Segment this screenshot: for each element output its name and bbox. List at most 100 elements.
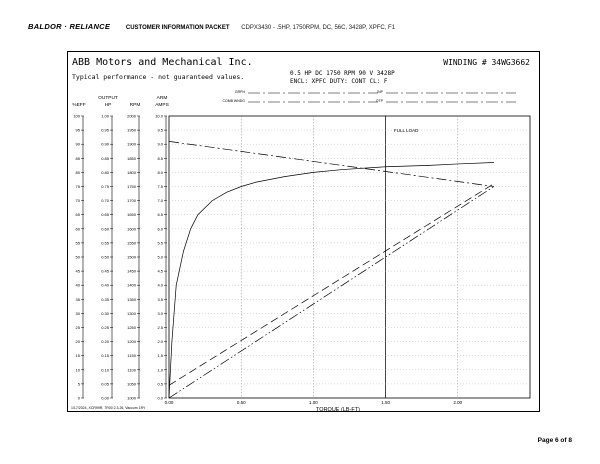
y-tick-label: 1100 [127, 367, 136, 372]
y-tick-label: 0.0 [157, 396, 163, 401]
y-tick-label: 5 [78, 381, 81, 386]
y-tick-label: 0.35 [101, 297, 110, 302]
y-tick-label: 35 [76, 297, 81, 302]
y-tick-label: 90 [76, 142, 81, 147]
y-tick-label: 0.55 [101, 240, 110, 245]
y-tick-label: 0.45 [101, 269, 110, 274]
y-axis-header: ARM [157, 95, 168, 101]
full-load-label: FULL LOAD [394, 128, 419, 133]
y-tick-label: 55 [76, 240, 81, 245]
y-tick-label: 1700 [127, 198, 137, 203]
performance-chart: ABB Motors and Mechanical Inc. WINDING #… [71, 57, 531, 413]
brand-logo: BALDOR · RELIANCE [28, 22, 111, 31]
field-label: COMB WNDG [222, 99, 245, 103]
y-tick-label: 0.95 [101, 128, 110, 133]
y-axis-label: RPM [130, 102, 141, 108]
y-tick-label: 1800 [127, 170, 137, 175]
field-label: INP [377, 90, 384, 94]
y-tick-label: 1450 [127, 269, 137, 274]
y-tick-label: 5.5 [157, 240, 163, 245]
y-tick-label: 1350 [127, 297, 137, 302]
y-tick-label: 1150 [127, 353, 136, 358]
y-tick-label: 0.05 [101, 381, 110, 386]
y-tick-label: 0.40 [101, 283, 110, 288]
y-tick-label: 3.5 [157, 297, 163, 302]
y-tick-label: 6.5 [157, 212, 163, 217]
y-tick-label: 1.0 [157, 367, 163, 372]
y-tick-label: 70 [76, 198, 81, 203]
y-tick-label: 50 [76, 255, 81, 260]
x-axis-label: TORQUE (LB-FT) [316, 407, 360, 413]
y-tick-label: 0.10 [101, 367, 110, 372]
y-tick-label: 1.5 [157, 353, 163, 358]
y-tick-label: 2.5 [157, 325, 163, 330]
y-tick-label: 100 [73, 114, 80, 119]
y-tick-label: 5.0 [157, 255, 163, 260]
chart-series [168, 141, 495, 399]
y-tick-label: 7.0 [157, 198, 163, 203]
y-tick-label: 0.75 [101, 184, 110, 189]
y-tick-label: 4.5 [157, 269, 163, 274]
y-tick-label: 1050 [127, 381, 137, 386]
series-line-amps [168, 183, 495, 386]
y-axis-label: HP [105, 102, 112, 108]
y-tick-label: 1600 [127, 226, 137, 231]
product-description: CDPX3430 - .5HP, 1750RPM, DC, 56C, 3428P… [241, 25, 396, 31]
y-tick-label: 0.5 [157, 381, 163, 386]
y-tick-label: 0 [78, 396, 81, 401]
y-tick-label: 40 [76, 283, 81, 288]
y-tick-label: 1950 [127, 128, 137, 133]
y-axis-label: %EFF [72, 102, 85, 108]
y-axis-label: AMPS [155, 102, 169, 108]
y-tick-label: 1000 [127, 396, 137, 401]
y-tick-label: 0.80 [101, 170, 110, 175]
series-line-rpm [168, 141, 494, 187]
y-tick-label: 6.0 [157, 226, 163, 231]
y-tick-label: 65 [76, 212, 81, 217]
y-tick-label: 0.50 [101, 255, 110, 260]
y-tick-label: 1650 [127, 212, 137, 217]
y-tick-label: 0.70 [101, 198, 110, 203]
y-tick-label: 1550 [127, 240, 137, 245]
x-tick-label: 1.00 [309, 400, 318, 405]
y-tick-label: 8.0 [157, 170, 163, 175]
x-tick-label: 1.50 [381, 400, 390, 405]
y-tick-label: 75 [76, 184, 81, 189]
performance-sheet: ABB Motors and Mechanical Inc. WINDING #… [67, 51, 540, 413]
company-name: ABB Motors and Mechanical Inc. [72, 57, 253, 68]
x-tick-label: 0.50 [237, 400, 246, 405]
y-tick-label: 10.0 [155, 114, 164, 119]
y-tick-label: 85 [76, 156, 81, 161]
y-tick-label: 30 [76, 311, 81, 316]
y-tick-label: 9.5 [157, 128, 163, 133]
footer-note: 1/17/2024, XCR99R, 7R00 2.3.26, Vaccum 1… [71, 406, 146, 410]
series-line-hp [168, 186, 495, 399]
y-tick-label: 0.65 [101, 212, 110, 217]
x-tick-label: 0.00 [165, 400, 174, 405]
y-tick-label: 95 [76, 128, 81, 133]
y-tick-label: 0.15 [101, 353, 110, 358]
y-axis-header: OUTPUT [98, 95, 118, 101]
document-header: BALDOR · RELIANCE CUSTOMER INFORMATION P… [28, 22, 395, 31]
y-tick-label: 20 [76, 339, 81, 344]
y-tick-label: 8.5 [157, 156, 163, 161]
y-tick-label: 80 [76, 170, 81, 175]
y-tick-label: 1300 [127, 311, 137, 316]
y-tick-label: 0.25 [101, 325, 110, 330]
page-number: Page 6 of 8 [537, 437, 572, 444]
y-tick-label: 60 [76, 226, 81, 231]
packet-title: CUSTOMER INFORMATION PACKET [125, 25, 230, 31]
chart-grid [168, 115, 531, 399]
y-tick-label: 10 [76, 367, 81, 372]
field-label: GRPH [235, 90, 246, 94]
field-label: OTP [376, 99, 384, 103]
y-tick-label: 15 [76, 353, 81, 358]
y-tick-label: 0.00 [101, 396, 110, 401]
y-tick-label: 0.90 [101, 142, 110, 147]
y-tick-label: 1400 [127, 283, 137, 288]
y-tick-label: 0.20 [101, 339, 110, 344]
y-tick-label: 1250 [127, 325, 137, 330]
winding-number: WINDING # 34WG3662 [443, 58, 530, 67]
y-tick-label: 3.0 [157, 311, 163, 316]
y-tick-label: 1.00 [101, 114, 110, 119]
